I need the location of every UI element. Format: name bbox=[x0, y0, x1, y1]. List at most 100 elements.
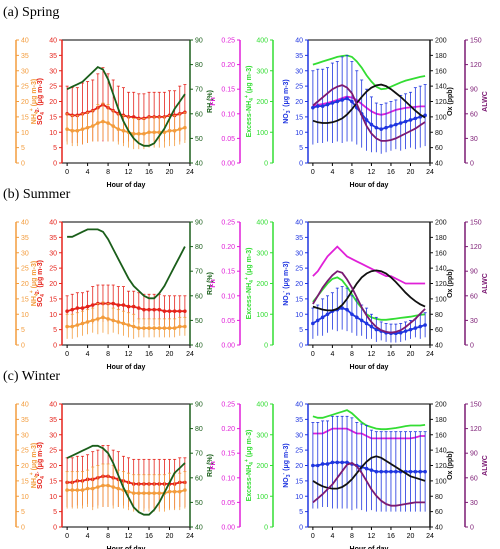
series-rh bbox=[66, 444, 186, 516]
tick-label-fn: 0.05 bbox=[221, 136, 235, 143]
data-point-no3 bbox=[325, 462, 330, 466]
y-axis-so4: 0 5 10 15 20 25 30 35 40 SO42- (μg m-3) bbox=[35, 220, 63, 350]
tick-label-rh: 90 bbox=[195, 220, 203, 227]
tick-label-alwc: 120 bbox=[470, 244, 482, 251]
data-point-so4 bbox=[121, 303, 126, 307]
data-point-nh4 bbox=[85, 486, 90, 491]
data-point-no3 bbox=[413, 469, 418, 474]
tick-label-fn: 0.20 bbox=[221, 244, 235, 251]
tick-label-ox: 40 bbox=[435, 525, 443, 532]
x-tick-label: 8 bbox=[350, 351, 354, 358]
data-point-no3 bbox=[374, 469, 379, 474]
data-point-so4 bbox=[70, 307, 75, 312]
data-point-nh4 bbox=[147, 130, 151, 135]
axis-title-ox: Ox (ppb) bbox=[447, 451, 454, 480]
x-tick-label: 20 bbox=[407, 533, 415, 540]
data-point-nh4 bbox=[137, 491, 141, 495]
series-line-fn bbox=[312, 95, 426, 116]
tick-label-ox: 140 bbox=[435, 266, 447, 273]
tick-label-alwc: 150 bbox=[470, 402, 482, 409]
tick-label-ox: 40 bbox=[435, 343, 443, 350]
tick-label-nh4: 10 bbox=[21, 494, 29, 501]
x-tick-label: 8 bbox=[350, 169, 354, 176]
series-line-alwc bbox=[312, 462, 426, 507]
tick-label-no3: 20 bbox=[295, 463, 303, 470]
tick-label-ox: 180 bbox=[435, 235, 447, 242]
x-axis: 0 4 8 12 16 20 24 Hour of day bbox=[311, 163, 434, 189]
data-point-so4 bbox=[152, 307, 156, 312]
plot-frame bbox=[307, 39, 431, 164]
data-point-no3 bbox=[408, 469, 413, 474]
tick-label-nh4: 0 bbox=[21, 343, 25, 350]
data-point-nh4 bbox=[131, 131, 136, 136]
y-axis-nh4: 0 5 10 15 20 25 30 35 40 NH4+ (μg m-3) bbox=[15, 220, 40, 350]
tick-label-nh4: 30 bbox=[21, 68, 29, 75]
data-point-nh4 bbox=[183, 488, 187, 492]
data-point-no3 bbox=[320, 104, 325, 108]
tick-label-alwc: 120 bbox=[470, 426, 482, 433]
x-tick-label: 16 bbox=[145, 533, 153, 540]
tick-label-so4: 10 bbox=[49, 312, 57, 319]
tick-label-fn: 0.25 bbox=[221, 402, 235, 409]
data-point-nh4 bbox=[183, 125, 187, 130]
x-tick-label: 0 bbox=[311, 351, 315, 358]
y-axis-no3: 0 5 10 15 20 25 30 35 40 NO3- (μg m-3) bbox=[281, 220, 309, 350]
series-fn bbox=[312, 427, 426, 440]
data-point-nh4 bbox=[162, 326, 167, 330]
tick-label-so4: 40 bbox=[49, 38, 57, 45]
tick-label-no3: 15 bbox=[295, 296, 303, 303]
tick-label-so4: 10 bbox=[49, 494, 57, 501]
data-point-nh4 bbox=[90, 124, 95, 128]
series-line-fn bbox=[312, 427, 426, 440]
data-point-nh4 bbox=[116, 127, 121, 131]
tick-label-ox: 140 bbox=[435, 448, 447, 455]
data-point-nh4 bbox=[70, 324, 75, 329]
data-point-so4 bbox=[111, 301, 115, 306]
series-fn bbox=[312, 95, 426, 116]
tick-label-excess: 0 bbox=[264, 525, 268, 532]
tick-label-fn: 0.10 bbox=[221, 475, 235, 482]
tick-label-excess: 200 bbox=[256, 281, 268, 288]
data-point-no3 bbox=[403, 119, 408, 124]
series-line-no3 bbox=[312, 461, 426, 473]
data-point-nh4 bbox=[101, 315, 105, 320]
data-point-nh4 bbox=[167, 489, 172, 494]
chart-right-2: 0.000.050.100.150.200.25Fn0100200300400E… bbox=[210, 220, 489, 372]
axis-title-nh4: NH4+ (μg m-3) bbox=[29, 443, 40, 488]
x-tick-label: 8 bbox=[106, 169, 110, 176]
data-point-no3 bbox=[389, 124, 393, 128]
y-axis-alwc: 0 30 60 90 120 150 ALWC bbox=[464, 220, 489, 350]
data-point-nh4 bbox=[131, 491, 136, 495]
tick-label-rh: 90 bbox=[195, 402, 203, 409]
tick-label-fn: 0.10 bbox=[221, 293, 235, 300]
series-line-so4 bbox=[67, 475, 185, 485]
tick-label-fn: 0.05 bbox=[221, 500, 235, 507]
data-point-nh4 bbox=[96, 121, 100, 125]
tick-label-nh4: 40 bbox=[21, 38, 29, 45]
y-axis-fn: 0.00 0.05 0.10 0.15 0.20 0.25 Fn bbox=[210, 38, 241, 168]
axis-title-excess: Excess-NH4+ (μg m-3) bbox=[244, 430, 255, 502]
series-line-no3 bbox=[312, 307, 426, 335]
plot-frame bbox=[61, 221, 191, 346]
x-tick-label: 24 bbox=[426, 169, 434, 176]
tick-label-excess: 200 bbox=[256, 463, 268, 470]
tick-label-no3: 10 bbox=[295, 494, 303, 501]
data-point-so4 bbox=[80, 306, 85, 310]
tick-label-no3: 40 bbox=[295, 220, 303, 227]
data-point-nh4 bbox=[142, 491, 146, 495]
tick-label-excess: 400 bbox=[256, 220, 268, 227]
tick-label-ox: 140 bbox=[435, 84, 447, 91]
tick-label-excess: 300 bbox=[256, 250, 268, 257]
x-axis-title: Hour of day bbox=[350, 182, 389, 189]
tick-label-no3: 35 bbox=[295, 235, 303, 242]
plot-frame bbox=[61, 39, 191, 164]
series-fn bbox=[312, 245, 426, 285]
data-point-no3 bbox=[403, 329, 408, 333]
axis-title-rh: RH (%) bbox=[207, 454, 214, 477]
series-line-excess bbox=[312, 276, 426, 321]
tick-label-nh4: 10 bbox=[21, 130, 29, 137]
tick-label-rh: 60 bbox=[195, 111, 203, 118]
x-tick-label: 24 bbox=[186, 533, 194, 540]
series-line-ox bbox=[312, 83, 426, 124]
series-line-rh bbox=[66, 444, 186, 516]
